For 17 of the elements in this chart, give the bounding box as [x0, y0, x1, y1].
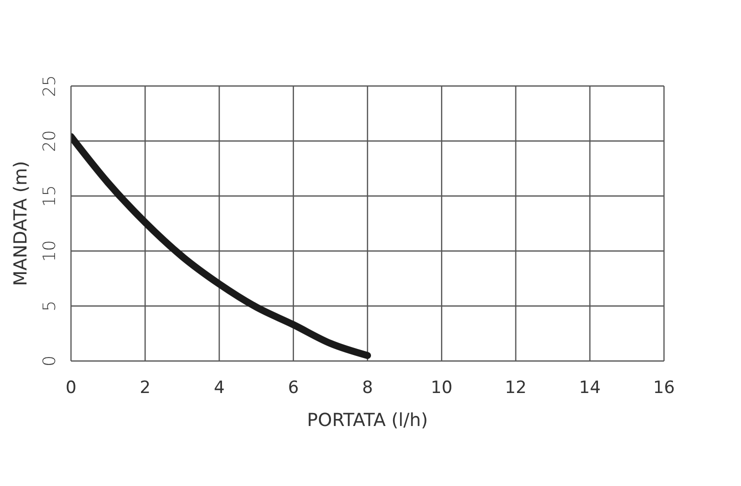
x-tick-label: 0	[66, 378, 76, 398]
x-tick-label: 8	[362, 378, 373, 398]
y-tick-label: 20	[40, 130, 60, 152]
y-tick-label: 0	[40, 356, 60, 366]
y-tick-label: 25	[40, 75, 60, 97]
x-axis-title: PORTATA (l/h)	[307, 410, 428, 431]
y-tick-label: 5	[40, 300, 60, 312]
x-tick-label: 14	[579, 378, 601, 398]
x-tick-label: 12	[504, 378, 527, 398]
y-axis-title: MANDATA (m)	[10, 161, 32, 286]
y-tick-label: 10	[40, 240, 60, 262]
x-tick-label: 4	[214, 378, 225, 398]
x-tick-label: 6	[288, 378, 299, 398]
y-tick-label: 15	[40, 185, 60, 207]
x-tick-label: 10	[430, 378, 452, 398]
x-tick-label: 16	[653, 378, 675, 398]
x-tick-label: 2	[140, 378, 151, 398]
